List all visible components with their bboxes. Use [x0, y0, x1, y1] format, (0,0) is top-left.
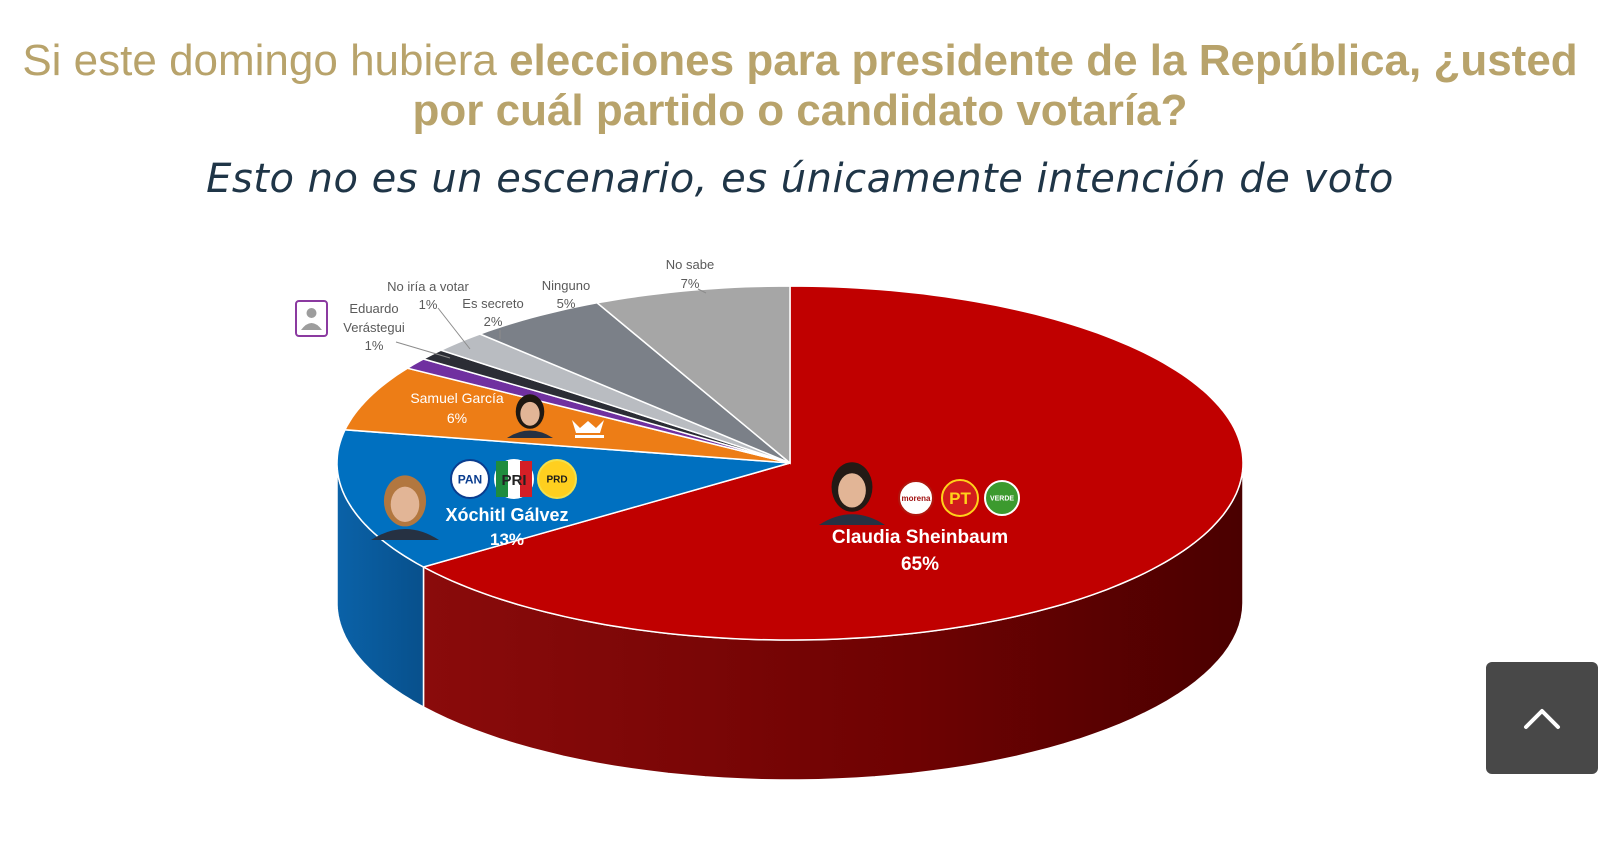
verde-logo-icon: VERDE	[984, 480, 1020, 516]
label-galvez-value: 13%	[490, 530, 524, 549]
svg-text:PRD: PRD	[546, 475, 567, 486]
movimiento-ciudadano-logo-icon	[572, 420, 604, 438]
title-part3: por cuál partido o candidato votaría?	[412, 86, 1188, 135]
title-part1: Si este domingo hubiera	[22, 36, 510, 85]
pie-slice-no-ir-a-a-votar	[421, 349, 791, 464]
svg-text:PRI: PRI	[501, 472, 526, 489]
label-verastegui-name-2: Verástegui	[343, 320, 405, 335]
svg-text:morena: morena	[902, 494, 931, 503]
chart-title: Si este domingo hubiera elecciones para …	[0, 36, 1600, 136]
pie-slice-ninguno	[477, 301, 791, 464]
pie-slice-claudia-sheinbaum	[421, 285, 1244, 641]
label-galvez-name: Xóchitl Gálvez	[445, 505, 568, 525]
label-no-sabe-value: 7%	[681, 276, 700, 291]
label-garcia-value: 6%	[447, 410, 467, 426]
label-secreto-name: Es secreto	[462, 296, 523, 311]
label-verastegui-value: 1%	[365, 338, 384, 353]
leader-verastegui	[395, 341, 451, 359]
label-no-sabe-name: No sabe	[666, 257, 714, 272]
label-sheinbaum-name: Claudia Sheinbaum	[832, 527, 1008, 548]
label-secreto-value: 2%	[484, 314, 503, 329]
scroll-to-top-button[interactable]	[1486, 662, 1598, 774]
label-no-iria-name: No iría a votar	[387, 279, 469, 294]
galvez-avatar	[371, 475, 439, 540]
leader-no-sabe	[697, 288, 707, 294]
svg-text:PT: PT	[949, 489, 971, 508]
pri-logo-icon: PRI	[494, 459, 534, 499]
label-garcia-name: Samuel García	[410, 390, 504, 406]
garcia-avatar	[507, 394, 553, 438]
label-ninguno-value: 5%	[557, 296, 576, 311]
leader-no-iria	[437, 307, 471, 350]
label-ninguno-name: Ninguno	[542, 278, 590, 293]
pie-slice-es-secreto	[438, 333, 791, 464]
sheinbaum-avatar	[819, 462, 885, 525]
pie-slice-x-chitl-g-lvez	[336, 429, 791, 568]
label-sheinbaum-value: 65%	[901, 554, 939, 575]
svg-text:VERDE: VERDE	[990, 496, 1014, 503]
morena-logo-icon: morena	[898, 480, 934, 516]
verastegui-avatar-icon	[295, 300, 328, 337]
title-part2: elecciones para presidente de la Repúbli…	[509, 36, 1578, 85]
pie-slice-no-sabe	[595, 285, 791, 465]
label-no-iria-value: 1%	[419, 297, 438, 312]
label-verastegui-name-1: Eduardo	[349, 301, 398, 316]
svg-text:PAN: PAN	[458, 472, 482, 486]
pan-logo-icon: PAN	[450, 459, 490, 499]
pt-logo-icon: PT	[941, 479, 979, 517]
chart-subtitle: Esto no es un escenario, es únicamente i…	[206, 156, 1394, 202]
pie-slice-samuel-garc-a	[343, 367, 791, 464]
chevron-up-icon	[1524, 709, 1560, 729]
prd-logo-icon: PRD	[537, 459, 577, 499]
